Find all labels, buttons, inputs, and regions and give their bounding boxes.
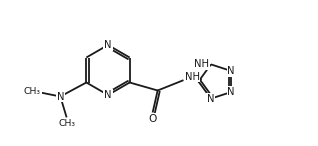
Text: N: N [104,40,112,50]
Text: NH: NH [185,72,200,81]
Text: N: N [104,90,112,100]
Text: N: N [207,94,215,104]
Text: CH₃: CH₃ [59,119,76,128]
Text: CH₃: CH₃ [24,87,41,96]
Text: O: O [149,113,157,124]
Text: N: N [227,87,235,97]
Text: N: N [57,92,64,101]
Text: NH: NH [194,59,209,69]
Text: N: N [227,66,235,76]
